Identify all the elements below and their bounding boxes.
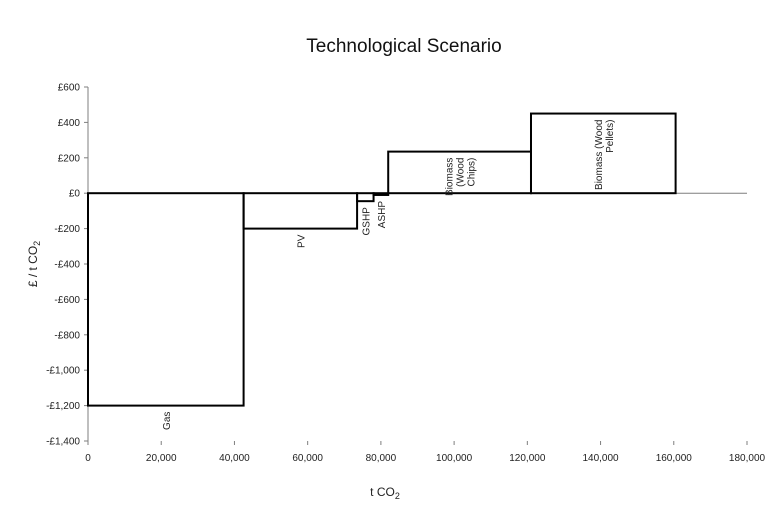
y-tick-label: £600 xyxy=(58,83,81,94)
x-axis-label-text: t CO xyxy=(370,485,395,499)
y-tick-label: £400 xyxy=(58,118,81,129)
y-tick-label: -£600 xyxy=(54,295,80,306)
x-tick-label: 100,000 xyxy=(436,453,473,464)
x-axis-label-subscript: 2 xyxy=(395,491,400,501)
tick-labels: £600 £400 £200 £0 -£200 -£400 -£600 -£800 -£1,00… xyxy=(46,83,765,465)
bar-label: GSHP xyxy=(361,207,372,236)
y-axis-label-text: £ / t CO xyxy=(26,246,40,287)
axes xyxy=(84,86,748,445)
bar-biomass-wood-pellets xyxy=(529,112,677,195)
bar-gshp xyxy=(356,192,375,203)
x-tick-label: 140,000 xyxy=(582,453,619,464)
bar-label: Biomass(WoodChips) xyxy=(445,158,478,196)
bar-label-line: GSHP xyxy=(361,207,372,236)
y-tick-label: £0 xyxy=(69,189,81,200)
bar-label-group: Biomass (WoodPellets) xyxy=(594,120,616,190)
bar-label-line: Pellets) xyxy=(605,120,616,153)
bar-label-group: Gas xyxy=(162,412,173,430)
bar-label-line: Chips) xyxy=(467,158,478,187)
x-tick-label: 120,000 xyxy=(509,453,546,464)
bar-pv xyxy=(242,192,359,230)
bar-label-group: GSHP xyxy=(361,207,372,236)
y-tick-label: -£1,200 xyxy=(46,401,80,412)
bar-label-group: Biomass(WoodChips) xyxy=(445,158,478,196)
y-tick-label: £200 xyxy=(58,153,81,164)
bar-label: Biomass (WoodPellets) xyxy=(594,120,616,190)
x-axis-label: t CO2 xyxy=(370,485,400,501)
bar-label: ASHP xyxy=(377,201,388,229)
x-tick-label: 160,000 xyxy=(656,453,693,464)
y-tick-label: -£200 xyxy=(54,224,80,235)
bar-label-line: ASHP xyxy=(377,201,388,229)
bar-label-line: (Wood xyxy=(456,158,467,187)
bar-label: PV xyxy=(296,234,307,248)
x-tick-label: 0 xyxy=(85,453,91,464)
bar-label-line: PV xyxy=(296,234,307,248)
x-tick-label: 80,000 xyxy=(366,453,397,464)
x-tick-label: 60,000 xyxy=(292,453,323,464)
y-tick-label: -£1,000 xyxy=(46,366,80,377)
bar-label-group: PV xyxy=(296,234,307,248)
bar-label-line: Biomass (Wood xyxy=(594,120,605,190)
y-tick-label: -£400 xyxy=(54,260,80,271)
bar-label-line: Gas xyxy=(162,412,173,430)
bar-gas xyxy=(87,192,245,407)
bar-label-line: Biomass xyxy=(445,158,456,196)
chart-title: Technological Scenario xyxy=(306,36,501,57)
bar-label-group: ASHP xyxy=(377,201,388,229)
cost-curve xyxy=(87,112,677,407)
y-tick-label: -£1,400 xyxy=(46,437,80,448)
bar-label: Gas xyxy=(162,412,173,430)
y-tick-label: -£800 xyxy=(54,330,80,341)
bar-ashp xyxy=(372,192,390,196)
y-axis-label-subscript: 2 xyxy=(32,241,42,246)
x-tick-label: 20,000 xyxy=(146,453,177,464)
y-axis-label: £ / t CO2 xyxy=(26,241,42,287)
x-tick-label: 180,000 xyxy=(729,453,766,464)
x-tick-label: 40,000 xyxy=(219,453,250,464)
